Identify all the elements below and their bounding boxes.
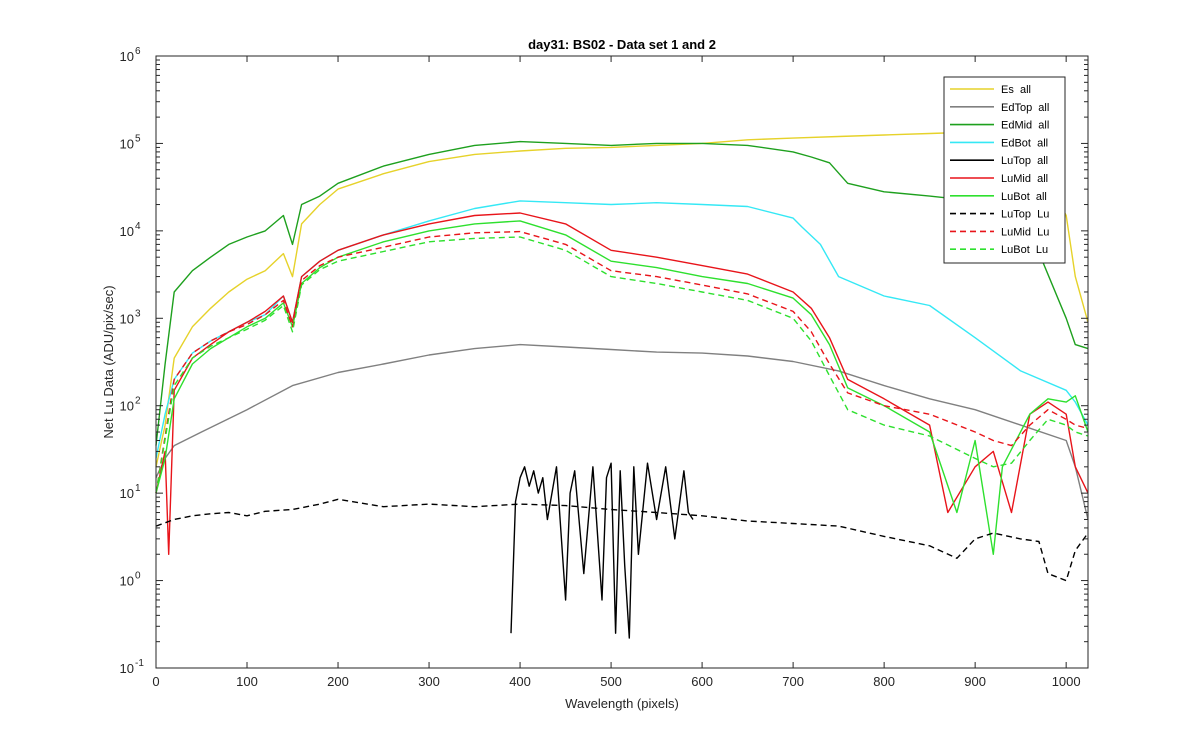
y-tick-exponent: 3: [135, 308, 141, 319]
x-tick-label: 0: [152, 674, 159, 689]
y-tick-base: 10: [120, 224, 134, 239]
y-tick-exponent: 6: [135, 46, 141, 57]
x-tick-label: 500: [600, 674, 622, 689]
y-tick-label: 10: [120, 486, 134, 501]
y-tick-label: 10: [120, 661, 134, 676]
y-tick-base: 10: [120, 311, 134, 326]
series-line: [155, 129, 1089, 467]
series-line: [155, 236, 1089, 494]
y-axis-label: Net Lu Data (ADU/pix/sec): [101, 285, 116, 438]
y-tick-label: 10: [120, 136, 134, 151]
y-tick-exponent: -1: [135, 658, 144, 669]
y-tick-base: 10: [120, 136, 134, 151]
x-axis-label: Wavelength (pixels): [565, 696, 679, 711]
y-tick-base: 10: [120, 486, 134, 501]
legend-label: LuMid all: [1001, 173, 1048, 185]
y-tick-exponent: 0: [135, 571, 141, 582]
legend-label: EdTop all: [1001, 102, 1049, 114]
series-line: [510, 462, 694, 639]
legend-label: LuTop all: [1001, 155, 1048, 167]
x-tick-label: 800: [873, 674, 895, 689]
y-tick-exponent: 4: [135, 221, 141, 232]
plot-frame: [155, 55, 1089, 669]
y-tick-label: 10: [120, 224, 134, 239]
legend-label: LuBot Lu: [1001, 244, 1048, 256]
y-tick-label: 10: [120, 399, 134, 414]
x-tick-label: 1000: [1052, 674, 1081, 689]
legend-label: EdBot all: [1001, 137, 1048, 149]
legend-label: EdMid all: [1001, 120, 1049, 132]
x-tick-label: 100: [236, 674, 258, 689]
y-tick-label: 10: [120, 574, 134, 589]
series-layer: [155, 129, 1089, 639]
series-line: [155, 230, 1089, 494]
y-tick-base: 10: [120, 574, 134, 589]
series-line: [155, 498, 1089, 582]
legend-label: Es all: [1001, 84, 1031, 96]
x-tick-label: 900: [964, 674, 986, 689]
y-tick-exponent: 2: [135, 396, 141, 407]
y-tick-label: 10: [120, 311, 134, 326]
y-tick-base: 10: [120, 399, 134, 414]
x-axis-ticks: 0 100 200 300 400 500 600 700 800 900 1000: [152, 56, 1081, 689]
series-line: [155, 220, 1089, 555]
series-line: [155, 343, 1089, 520]
legend: Es all EdTop all EdMid all EdBot all LuTop a…: [943, 76, 1066, 264]
x-tick-label: 400: [509, 674, 531, 689]
y-tick-base: 10: [120, 49, 134, 64]
y-tick-base: 10: [120, 661, 134, 676]
y-tick-label: 10: [120, 49, 134, 64]
plot-background: [156, 56, 1088, 668]
chart-title: day31: BS02 - Data set 1 and 2: [528, 37, 716, 52]
y-tick-exponent: 1: [135, 483, 141, 494]
legend-label: LuMid Lu: [1001, 226, 1049, 238]
y-tick-exponent: 5: [135, 133, 141, 144]
legend-label: LuTop Lu: [1001, 209, 1049, 221]
x-tick-label: 600: [691, 674, 713, 689]
x-tick-label: 300: [418, 674, 440, 689]
legend-label: LuBot all: [1001, 191, 1047, 203]
x-tick-label: 200: [327, 674, 349, 689]
series-line: [155, 140, 1089, 446]
x-tick-label: 700: [782, 674, 804, 689]
